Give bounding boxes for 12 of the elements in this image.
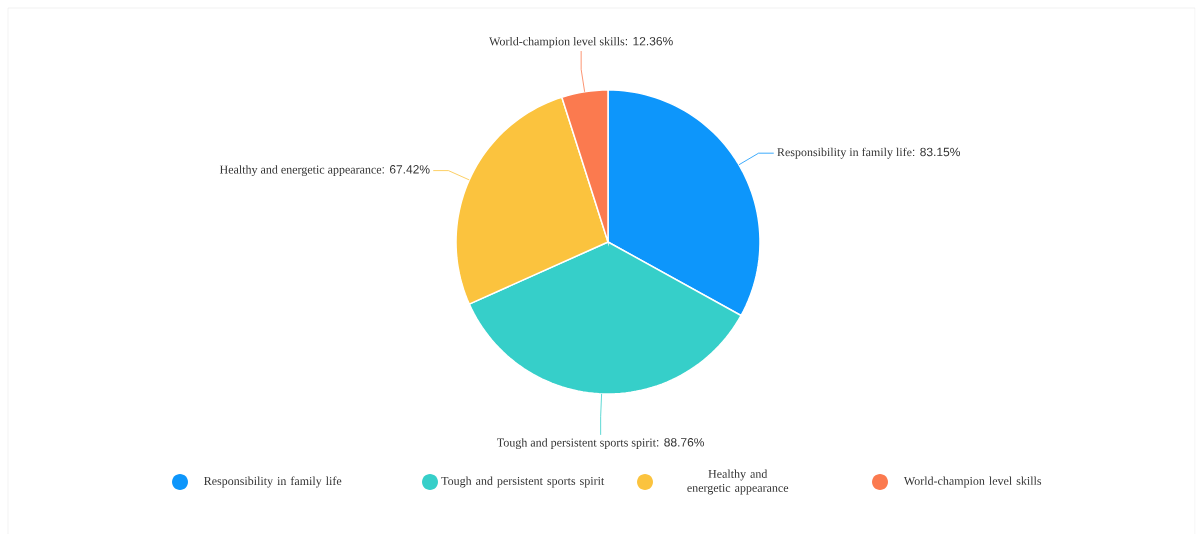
data-label: : 83.15%: [913, 147, 960, 157]
data-label: : 88.76%: [657, 437, 705, 447]
data-label: : 67.42%: [382, 165, 430, 174]
legend-label: Tough and persistent sports spirit: [441, 476, 605, 488]
slice-label: Healthy and energetic appearance: [219, 165, 382, 176]
slice-label: Responsibility in family life: [777, 147, 912, 159]
legend-label: Responsibility in family life: [204, 476, 342, 488]
category-label: Healthy and energetic appearance: [687, 469, 789, 495]
data-label: : 12.36%: [625, 36, 673, 46]
legend-label: World-champion level skills: [903, 476, 1042, 488]
slice-label: Tough and persistent sports spirit: [497, 438, 656, 449]
slice-label: World-champion level skills: [489, 36, 625, 48]
